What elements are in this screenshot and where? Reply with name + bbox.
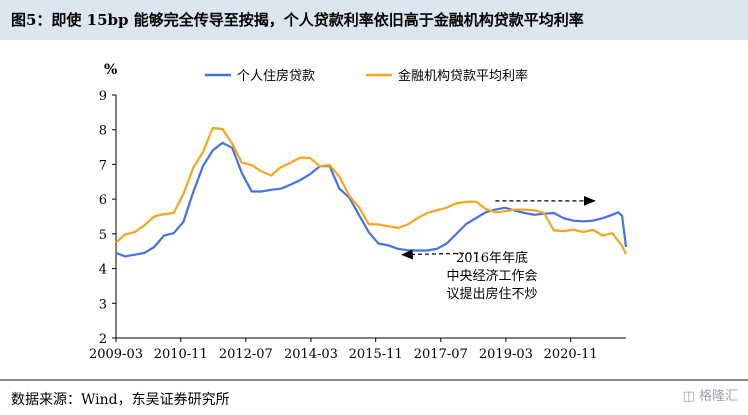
- chart-legend: 个人住房贷款 金融机构贷款平均利率: [205, 68, 528, 84]
- x-tick-label: 2019-03: [479, 347, 533, 362]
- series-layer: [115, 126, 628, 258]
- y-tick-label: 7: [99, 158, 107, 173]
- x-tick-label: 2012-07: [219, 347, 273, 362]
- series-line-2: [115, 126, 627, 255]
- policy-annotation-line: 中央经济工作会: [446, 269, 537, 284]
- policy-arrow: [400, 249, 479, 260]
- watermark-text: 格隆汇: [698, 389, 738, 404]
- policy-annotation-line: 2016年年底: [456, 250, 528, 266]
- y-axis-unit-label: %: [104, 62, 117, 78]
- figure-title: 图5：即使 15bp 能够完全传导至按揭，个人贷款利率依旧高于金融机构贷款平均利…: [0, 0, 748, 40]
- y-tick-label: 9: [99, 89, 107, 104]
- y-tick-label: 6: [99, 193, 107, 208]
- x-tick-label: 2014-03: [284, 347, 338, 362]
- line-chart: 2 3 4 5 6 7 8 9% 2009-03 2010-11 2012-07 2014-03 201…: [89, 62, 628, 362]
- y-tick-label: 4: [99, 263, 107, 278]
- legend-label-1: 个人住房贷款: [237, 68, 315, 84]
- legend-label-2: 金融机构贷款平均利率: [398, 68, 528, 84]
- x-tick-label: 2010-11: [154, 347, 208, 362]
- figure-source: 数据来源：Wind，东吴证券研究所: [0, 379, 748, 415]
- watermark: ◫ 格隆汇: [683, 385, 738, 404]
- x-tick-label: 2015-11: [349, 347, 403, 362]
- y-tick-label: 8: [99, 124, 107, 139]
- x-tick-label: 2009-03: [89, 347, 143, 362]
- policy-annotation-line: 议提出房住不炒: [446, 286, 537, 302]
- y-tick-label: 3: [99, 297, 107, 312]
- watermark-logo-icon: ◫: [682, 389, 699, 404]
- y-tick-label: 2: [99, 332, 107, 347]
- chart-axes: 2 3 4 5 6 7 8 9% 2009-03 2010-11 2012-07 2014-03 201…: [89, 62, 626, 362]
- series-line-1: [115, 141, 628, 258]
- x-tick-label: 2020-11: [544, 347, 598, 362]
- y-tick-label: 5: [99, 228, 107, 243]
- x-tick-label: 2017-07: [414, 347, 468, 362]
